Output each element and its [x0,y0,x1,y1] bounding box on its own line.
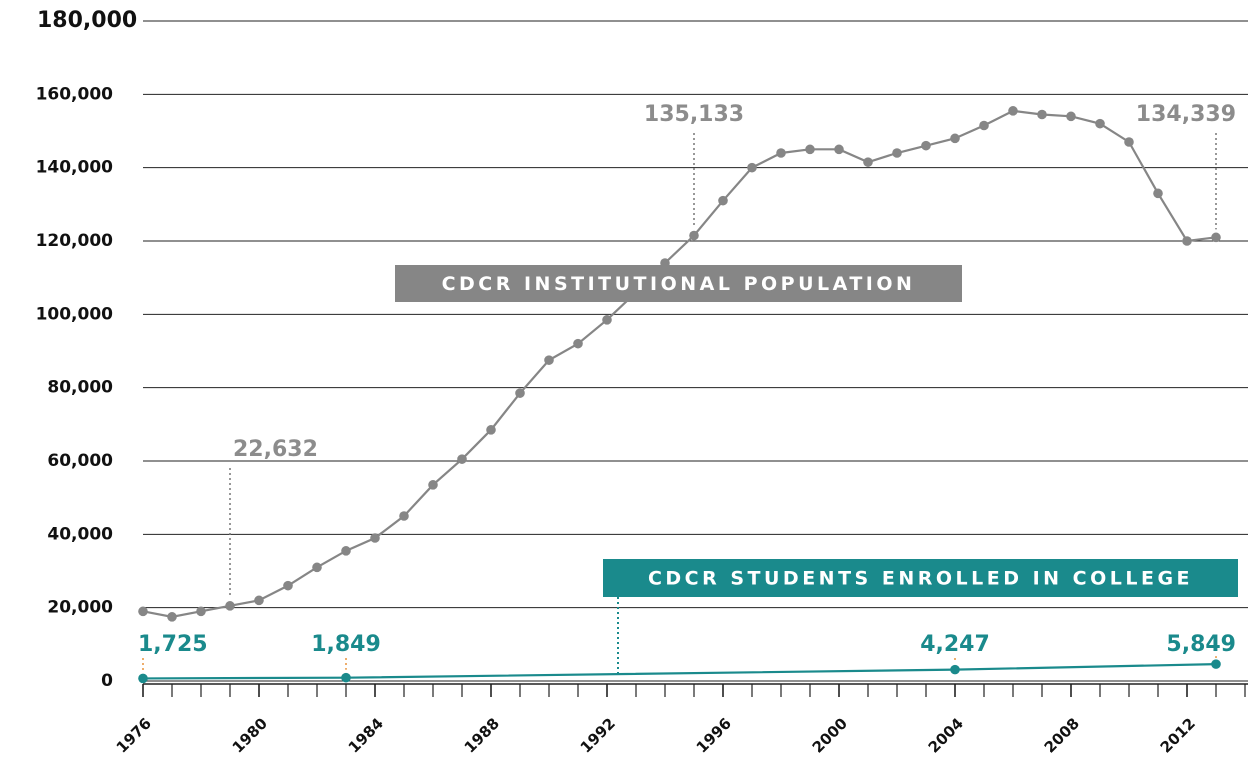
x-tick-label: 2008 [1041,714,1083,756]
data-point [399,511,409,521]
annotation-label: 134,339 [1136,102,1236,127]
data-point [370,533,380,543]
data-point [138,673,148,684]
series-label-box [603,559,1238,597]
data-point [718,195,728,206]
y-tick-label: 40,000 [47,524,113,544]
data-point [341,672,351,683]
data-point [486,425,496,435]
data-point [776,148,786,158]
annotation-label: 5,849 [1166,632,1236,657]
x-tick-label: 2012 [1157,714,1199,756]
data-point [515,388,525,398]
data-point [1211,232,1221,243]
y-tick-label: 20,000 [47,598,113,618]
data-point [544,355,554,365]
data-point [950,664,960,675]
data-point [602,315,612,325]
x-tick-label: 2000 [809,714,851,756]
data-point [1066,111,1076,122]
data-point [863,157,873,167]
data-point [950,133,960,144]
data-point [428,480,438,490]
y-tick-label: 100,000 [36,304,114,324]
x-tick-label: 1996 [693,714,735,756]
annotation-label: 1,849 [311,632,381,657]
data-point [457,454,467,464]
data-point [834,144,844,155]
annotation-label: 22,632 [233,437,318,462]
y-tick-label: 60,000 [47,451,113,471]
data-point [892,148,902,158]
data-point [747,162,757,173]
series-line [142,109,1217,618]
x-tick-label: 2004 [925,714,967,756]
series-label: CDCR INSTITUTIONAL POPULATION [442,273,916,295]
y-tick-label: 140,000 [36,158,114,178]
y-tick-label: 80,000 [47,378,113,398]
data-point [225,601,235,611]
data-point [921,140,931,151]
series-line [142,663,1217,680]
data-point [1211,659,1221,669]
data-point [341,546,351,556]
annotation-label: 1,725 [138,632,208,657]
x-tick-label: 1988 [461,714,503,756]
series-label-box [395,265,962,302]
data-point [1182,236,1192,246]
x-tick-label: 1984 [345,714,387,756]
data-point [138,606,148,617]
data-point [196,606,206,617]
annotation-label: 4,247 [920,632,990,657]
series-label: CDCR STUDENTS ENROLLED IN COLLEGE [648,568,1193,590]
data-point [312,562,322,573]
data-point [254,595,264,606]
x-tick-label: 1980 [229,714,271,756]
data-point [1008,106,1018,116]
data-point [283,580,293,591]
y-tick-label: 160,000 [36,84,114,104]
x-tick-label: 1992 [577,714,619,756]
data-point [979,120,989,131]
y-tick-label: 180,000 [37,8,137,33]
data-point [689,230,699,241]
data-point [1037,109,1047,120]
data-point [1153,188,1163,199]
x-tick-label: 1976 [113,714,155,756]
data-point [573,338,583,349]
data-point [805,144,815,155]
data-point [1124,137,1134,147]
y-tick-label: 120,000 [36,231,114,251]
data-point [167,612,177,622]
data-point [1095,118,1105,129]
annotation-label: 135,133 [644,102,744,127]
y-tick-label: 0 [101,671,113,691]
